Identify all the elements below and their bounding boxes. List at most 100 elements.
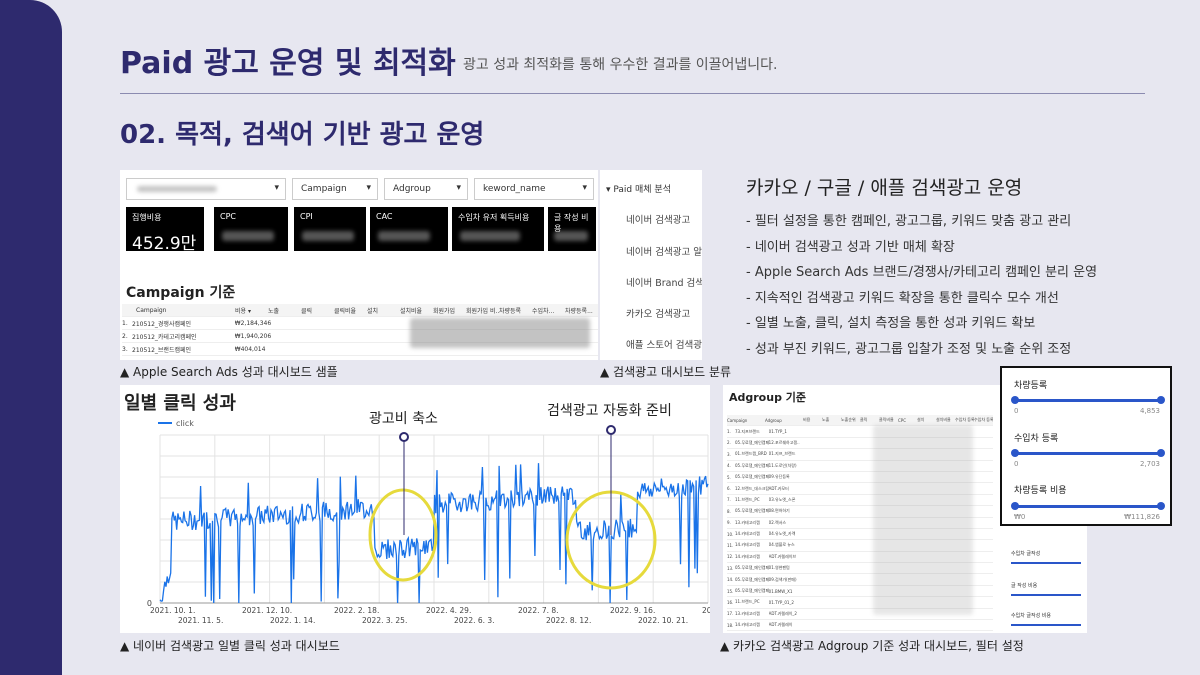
row-index: 13.	[727, 565, 734, 571]
row-campaign: 01.브랜드캠_BRD	[735, 451, 767, 457]
slider-handle[interactable]	[1157, 449, 1165, 457]
filter-slider[interactable]	[1011, 594, 1081, 596]
row-adgroup: 11.도로인(차량)	[768, 462, 797, 468]
row-cost: ₩1,940,206	[234, 332, 272, 340]
header-cell: 클릭비율	[879, 417, 894, 423]
row-index: 7.	[727, 497, 731, 503]
table-row[interactable]: 6. 12.브랜드_데스크탑 ADT.카모터	[727, 483, 993, 495]
header-cell: 설치비율	[400, 307, 423, 315]
table-row[interactable]: 1. 210512_경쟁사캠페인 ₩2,184,346	[122, 317, 598, 330]
filter-slider-cost[interactable]	[1014, 505, 1162, 508]
x-tick-label: 2022. 3. 25.	[362, 616, 407, 625]
table-row[interactable]: 1. 73.지프브랜드 01.TYP_1	[727, 426, 993, 438]
row-campaign: 05.무료쟁_메인캠페인	[735, 462, 769, 468]
row-cost: ₩2,184,346	[234, 319, 272, 327]
table-row[interactable]: 12. 14.카테고리캠 ADT.카렐레이브	[727, 552, 993, 564]
menu-item-naver[interactable]: 네이버 검색광고	[626, 215, 691, 226]
row-campaign: 11.브랜드_PC	[735, 599, 760, 605]
slider-handle[interactable]	[1157, 502, 1165, 510]
header-cell: Campaign	[727, 417, 748, 423]
table-row[interactable]: 9. 13.카테고리캠 02.렉서스	[727, 518, 993, 529]
adgroup-title: Adgroup 기준	[729, 391, 807, 404]
kpi-label: 집행비용	[132, 213, 162, 222]
adgroup-dashboard: Adgroup 기준 Campaign Adgroup 비용 노출 노출순위 클…	[723, 385, 1003, 633]
row-index: 2.	[727, 440, 731, 446]
row-adgroup: 12.포르쉐하고쟁..	[768, 439, 800, 445]
row-adgroup: 03.유노엣_스폰	[768, 496, 796, 502]
table-row[interactable]: 2. 210512_카테고리캠페인 ₩1,940,206	[122, 330, 598, 343]
table-row[interactable]: 8. 05.무료쟁_메인캠페인08.면허하기	[727, 506, 993, 518]
right-heading: 카카오 / 구글 / 애플 검색광고 운영	[746, 177, 1023, 199]
slider-handle[interactable]	[1011, 449, 1019, 457]
row-index: 12.	[727, 554, 734, 560]
table-row[interactable]: 17. 13.카테고리캠 ADT.카렐레이_2	[727, 609, 993, 621]
annotation-marker	[399, 432, 409, 442]
slider-handle[interactable]	[1011, 502, 1019, 510]
chart-title: 일별 클릭 성과	[124, 393, 236, 414]
x-tick-label: 2022. 1. 14.	[270, 616, 315, 625]
menu-item-naver-brand[interactable]: 네이버 Brand 검색광고	[626, 278, 702, 289]
row-adgroup: 01.TYP_01_2	[768, 599, 794, 605]
filter-label-cost: 차량등록 비용	[1014, 486, 1067, 496]
filter-slider-reg[interactable]	[1014, 399, 1162, 402]
row-index: 2.	[122, 332, 128, 340]
row-campaign: 14.카테고리캠	[735, 542, 760, 548]
row-campaign: 13.카테고리캠	[735, 610, 760, 616]
caption-click: ▲ 네이버 검색광고 일별 클릭 성과 대시보드	[120, 639, 340, 653]
header-cell: 수입차...	[532, 307, 555, 315]
table-row[interactable]: 2. 05.무료쟁_메인캠페인12.포르쉐하고쟁..	[727, 438, 993, 450]
table-row[interactable]: 7. 11.브랜드_PC 03.유노엣_스폰	[727, 495, 993, 507]
menu-item-kakao[interactable]: 카카오 검색광고	[626, 309, 691, 320]
adgroup-rows: 1.73.지프브랜드01.TYP_12.05.무료쟁_메인캠페인12.포르쉐하고…	[727, 426, 993, 633]
bullet-3: - Apple Search Ads 브랜드/경쟁사/카테고리 캠페인 분리 운…	[746, 265, 1098, 280]
table-row[interactable]: 16. 11.브랜드_PC 01.TYP_01_2	[727, 597, 993, 609]
adgroup-table: Campaign Adgroup 비용 노출 노출순위 클릭 클릭비율 CPC …	[727, 415, 993, 633]
kpi-cac: CAC	[370, 207, 448, 251]
bullet-4: - 지속적인 검색광고 키워드 확장을 통한 클릭수 모수 개선	[746, 291, 1059, 306]
slider-handle[interactable]	[1157, 396, 1165, 404]
table-row[interactable]: 18. 14.카테고리캠 ADT.카렐레이	[727, 620, 993, 632]
divider	[120, 93, 1145, 94]
menu-header[interactable]: ▾ Paid 매체 분석	[606, 185, 671, 195]
slider-handle[interactable]	[1011, 396, 1019, 404]
kpi-cpi: CPI	[294, 207, 366, 251]
kpi-label: CAC	[376, 212, 393, 221]
filter-slider-import[interactable]	[1014, 452, 1162, 455]
row-campaign: 210512_카테고리캠페인	[132, 333, 197, 341]
table-row[interactable]: 15.05.무료쟁_메인캠페인01.BMW_X1	[727, 586, 993, 598]
table-row[interactable]: 5. 05.무료쟁_메인캠페인09.유단등록	[727, 472, 993, 484]
annotation-budget-cut: 광고비 축소	[369, 411, 438, 427]
menu-item-naver-alpha[interactable]: 네이버 검색광고 알파 ver	[626, 247, 702, 258]
table-row[interactable]: 3. 01.브랜드캠_BRD 01.지프_브랜드	[727, 449, 993, 461]
filter-slider[interactable]	[1011, 562, 1081, 564]
filter-min: 0	[1014, 407, 1019, 415]
account-select[interactable]	[126, 178, 286, 200]
row-adgroup: 01.TYP_1	[768, 429, 787, 435]
header-cell[interactable]: 비용 ▾	[235, 307, 251, 315]
header-cell: 클릭비율	[334, 307, 357, 315]
row-index: 10.	[727, 531, 734, 537]
table-header: Campaign Adgroup 비용 노출 노출순위 클릭 클릭비율 CPC …	[727, 415, 993, 427]
row-index: 11.	[727, 542, 734, 548]
header-cell: 클릭	[301, 307, 313, 315]
kpi-label: CPC	[220, 212, 236, 221]
adgroup-select[interactable]: Adgroup	[384, 178, 468, 200]
keyword-select[interactable]: keword_name	[474, 178, 594, 200]
table-row[interactable]: 13.05.무료쟁_메인캠페인01.영현팬텀	[727, 563, 993, 575]
table-row[interactable]: 3. 210512_브랜드캠페인 ₩404,014	[122, 343, 598, 356]
x-tick-label: 2021. 10. 1.	[150, 606, 195, 615]
menu-item-apple[interactable]: 애플 스토어 검색광고	[626, 340, 702, 351]
table-row[interactable]: 19.15.무료쟁_데스크탑08.큐켁스타인	[727, 631, 993, 633]
kpi-label: 글 작성 비용	[554, 213, 589, 233]
filter-min: 0	[1014, 460, 1019, 468]
table-row[interactable]: 10. 14.카테고리캠 04.유노엣_카렉	[727, 529, 993, 541]
table-row[interactable]: 14.05.무료쟁_메인캠페인09.검색가(판매)	[727, 574, 993, 586]
row-campaign: 210512_브랜드캠페인	[132, 346, 192, 354]
table-row[interactable]: 4. 05.무료쟁_메인캠페인11.도로인(차량)	[727, 461, 993, 472]
row-adgroup: ADT.카렐레이_2	[768, 610, 797, 616]
table-row[interactable]: 11. 14.카테고리캠 04.앱블로 뉴스	[727, 540, 993, 552]
campaign-select[interactable]: Campaign	[292, 178, 378, 200]
filter-slider[interactable]	[1011, 624, 1081, 626]
side-band	[0, 0, 62, 675]
filter-label: 수입차 글작성 비용	[1011, 613, 1051, 619]
